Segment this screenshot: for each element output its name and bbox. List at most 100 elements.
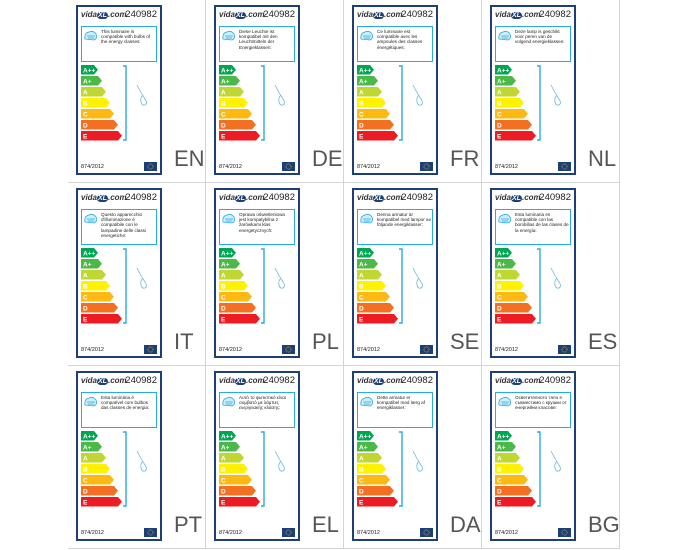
language-code: DA bbox=[450, 512, 481, 537]
class-label: A bbox=[221, 456, 226, 463]
class-bar bbox=[81, 281, 110, 291]
class-bar bbox=[357, 248, 374, 258]
bulb-icon-shape bbox=[222, 396, 236, 407]
class-bar bbox=[357, 87, 382, 97]
class-bar bbox=[81, 120, 118, 130]
class-bar bbox=[81, 270, 106, 280]
bracket bbox=[537, 431, 541, 507]
class-label: A+ bbox=[497, 262, 506, 269]
class-bar bbox=[81, 314, 122, 324]
class-bar bbox=[495, 248, 512, 258]
class-label: A+ bbox=[83, 445, 92, 452]
class-bar bbox=[357, 442, 378, 452]
class-bar bbox=[357, 120, 394, 130]
eu-flag-stars bbox=[147, 163, 154, 170]
class-label: A+ bbox=[359, 445, 368, 452]
eu-flag-field bbox=[144, 528, 157, 537]
eu-flag-field bbox=[558, 528, 571, 537]
language-code: BG bbox=[588, 512, 620, 537]
regulation: 874/2012 bbox=[495, 164, 518, 170]
description: Αυτό το φωτιστικό είναι συμβατό με λάμπε… bbox=[239, 395, 286, 411]
class-label: D bbox=[359, 489, 364, 496]
class-bar bbox=[219, 464, 248, 474]
class-label: A bbox=[497, 273, 502, 280]
class-bar bbox=[495, 475, 528, 485]
class-label: D bbox=[359, 123, 364, 130]
class-label: E bbox=[83, 317, 88, 324]
bulb-icon bbox=[84, 213, 98, 224]
class-bar bbox=[81, 87, 106, 97]
logo: vidaXL.com bbox=[357, 10, 403, 19]
eu-flag-stars bbox=[561, 346, 568, 353]
energy-label: vidaXL.com 240982 Dette armatur er kompati… bbox=[352, 371, 438, 541]
lamp-icon bbox=[550, 267, 561, 289]
logo: vidaXL.com bbox=[357, 193, 403, 202]
logo-left: vida bbox=[219, 376, 236, 385]
energy-label: vidaXL.com 240982 Questo apparecchio d'ill… bbox=[76, 188, 162, 358]
class-bar bbox=[357, 464, 386, 474]
energy-label: vidaXL.com 240982 Diese Leuchte ist kompat… bbox=[214, 5, 300, 175]
product-number: 240982 bbox=[539, 9, 571, 20]
logo-mark: XL bbox=[235, 378, 246, 385]
product-number: 240982 bbox=[263, 9, 295, 20]
product-number: 240982 bbox=[125, 375, 157, 386]
description: Ce luminaire est compatible avec les amp… bbox=[377, 29, 423, 50]
class-bar bbox=[495, 453, 520, 463]
class-label: A+ bbox=[221, 79, 230, 86]
eu-flag-stars bbox=[147, 529, 154, 536]
logo-right: .com bbox=[521, 193, 541, 202]
class-label: E bbox=[359, 134, 364, 141]
eu-flag-field bbox=[282, 162, 295, 171]
bulb-icon-shape bbox=[360, 396, 374, 407]
class-label: A bbox=[497, 90, 502, 97]
eu-flag-stars bbox=[561, 163, 568, 170]
product-number: 240982 bbox=[125, 9, 157, 20]
class-label: A++ bbox=[221, 68, 233, 75]
logo-left: vida bbox=[357, 376, 374, 385]
class-bar bbox=[219, 248, 236, 258]
bulb-icon bbox=[498, 30, 512, 41]
language-code: PT bbox=[174, 512, 203, 537]
class-bar bbox=[219, 109, 252, 119]
label-cell bbox=[68, 0, 206, 183]
logo: vidaXL.com bbox=[495, 10, 541, 19]
logo-left: vida bbox=[81, 376, 98, 385]
class-bar bbox=[219, 259, 240, 269]
bulb-icon bbox=[222, 213, 236, 224]
logo-mark: XL bbox=[511, 378, 522, 385]
bulb-icon-shape bbox=[84, 30, 98, 41]
logo-right: .com bbox=[107, 376, 127, 385]
info-box: Esta luminaria es compatible con las bom… bbox=[495, 209, 571, 245]
class-bar bbox=[219, 65, 236, 75]
class-bar bbox=[357, 431, 374, 441]
class-bar bbox=[219, 314, 260, 324]
eu-flag-field bbox=[144, 345, 157, 354]
bracket bbox=[261, 248, 265, 324]
class-label: B bbox=[83, 101, 88, 108]
product-number: 240982 bbox=[401, 192, 433, 203]
class-label: E bbox=[497, 317, 502, 324]
class-bar bbox=[357, 259, 378, 269]
bracket bbox=[399, 65, 403, 141]
class-bar bbox=[357, 303, 394, 313]
class-bar bbox=[219, 292, 252, 302]
regulation: 874/2012 bbox=[81, 347, 104, 353]
class-label: A++ bbox=[221, 251, 233, 258]
eu-flag-field bbox=[558, 345, 571, 354]
class-label: C bbox=[83, 295, 88, 302]
class-label: B bbox=[221, 284, 226, 291]
bracket bbox=[261, 65, 265, 141]
logo-left: vida bbox=[495, 10, 512, 19]
description: Esta luminaria es compatible con las bom… bbox=[515, 212, 569, 233]
logo-mark: XL bbox=[511, 195, 522, 202]
label-cell bbox=[206, 0, 344, 183]
class-label: C bbox=[359, 112, 364, 119]
eu-flag bbox=[144, 162, 157, 171]
logo-mark: XL bbox=[373, 378, 384, 385]
class-bar bbox=[219, 431, 236, 441]
description: Questo apparecchio d'illuminazione è com… bbox=[101, 212, 146, 238]
class-bar bbox=[81, 65, 98, 75]
class-label: C bbox=[221, 295, 226, 302]
